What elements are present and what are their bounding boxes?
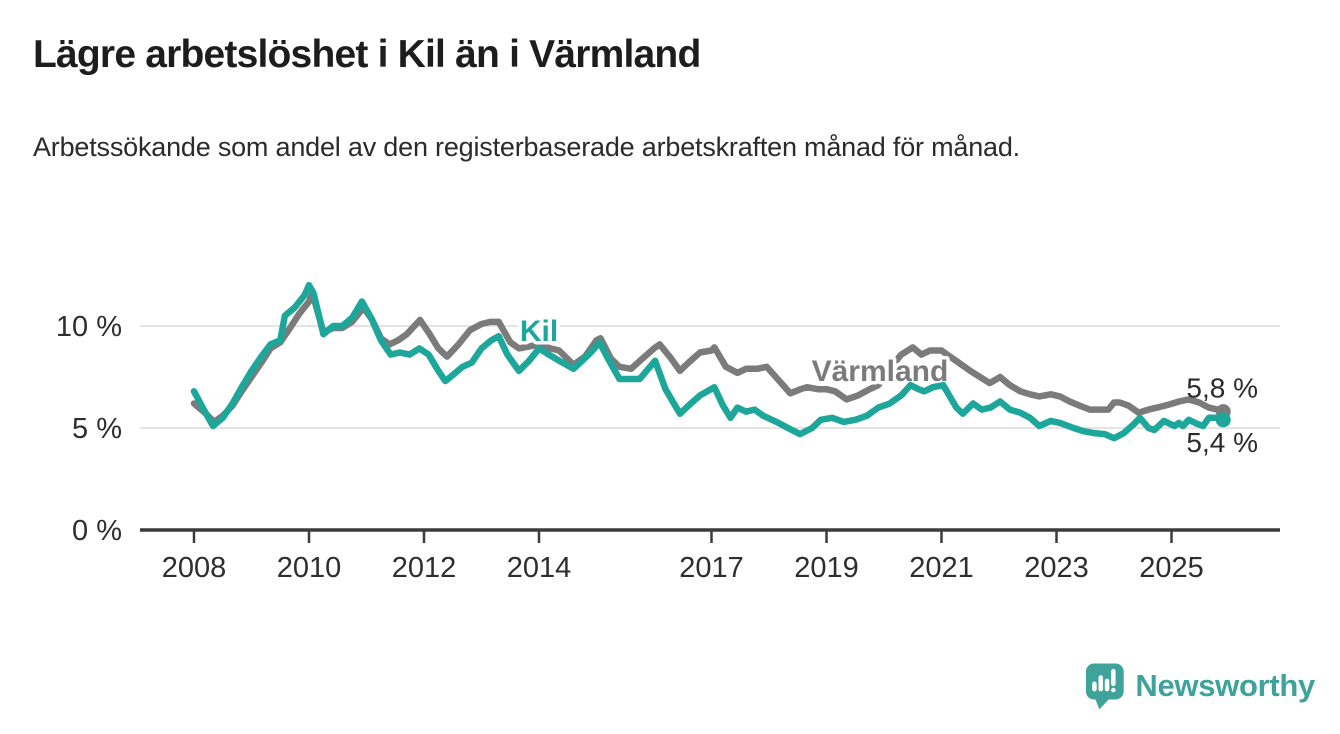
logo-bubble-tail bbox=[1093, 695, 1112, 710]
x-axis-tick-label: 2014 bbox=[507, 552, 572, 584]
x-axis-tick-label: 2008 bbox=[162, 552, 227, 584]
x-axis-tick-label: 2017 bbox=[679, 552, 744, 584]
varmland-line bbox=[190, 290, 1227, 426]
y-axis-tick-label: 10 % bbox=[56, 311, 122, 343]
logo-exclamation-stem bbox=[1111, 668, 1116, 686]
x-axis-tick-label: 2019 bbox=[794, 552, 859, 584]
y-axis-tick-label: 0 % bbox=[72, 515, 122, 547]
kil-series-label: Kil bbox=[520, 315, 558, 348]
y-axis-tick-label: 5 % bbox=[72, 413, 122, 445]
chart-title: Lägre arbetslöshet i Kil än i Värmland bbox=[33, 33, 701, 76]
x-axis-tick-label: 2010 bbox=[277, 552, 342, 584]
x-axis-tick-label: 2025 bbox=[1139, 552, 1204, 584]
newsworthy-logo-text: Newsworthy bbox=[1135, 668, 1315, 703]
logo-bar-2 bbox=[1098, 675, 1103, 692]
logo-bar-3 bbox=[1104, 678, 1110, 692]
chart-subtitle: Arbetssökande som andel av den registerb… bbox=[33, 132, 1020, 162]
x-axis-tick-label: 2023 bbox=[1024, 552, 1089, 584]
x-axis-tick-label: 2012 bbox=[392, 552, 457, 584]
kil-end-value-label: 5,4 % bbox=[1186, 427, 1258, 458]
newsworthy-branding: Newsworthy bbox=[1085, 656, 1315, 716]
kil-line bbox=[190, 281, 1227, 442]
logo-bar-1 bbox=[1092, 681, 1097, 692]
varmland-end-value-label: 5,8 % bbox=[1186, 373, 1258, 404]
logo-exclamation-dot bbox=[1111, 687, 1116, 693]
newsworthy-logo-icon bbox=[1085, 663, 1124, 710]
varmland-series-label: Värmland bbox=[812, 355, 949, 388]
kil-end-dot bbox=[1215, 412, 1231, 428]
line-chart: 0 % 5 % 10 % 2008 2010 2012 2014 2017 2019 2021 20… bbox=[56, 281, 1280, 584]
x-axis-tick-label: 2021 bbox=[909, 552, 974, 584]
